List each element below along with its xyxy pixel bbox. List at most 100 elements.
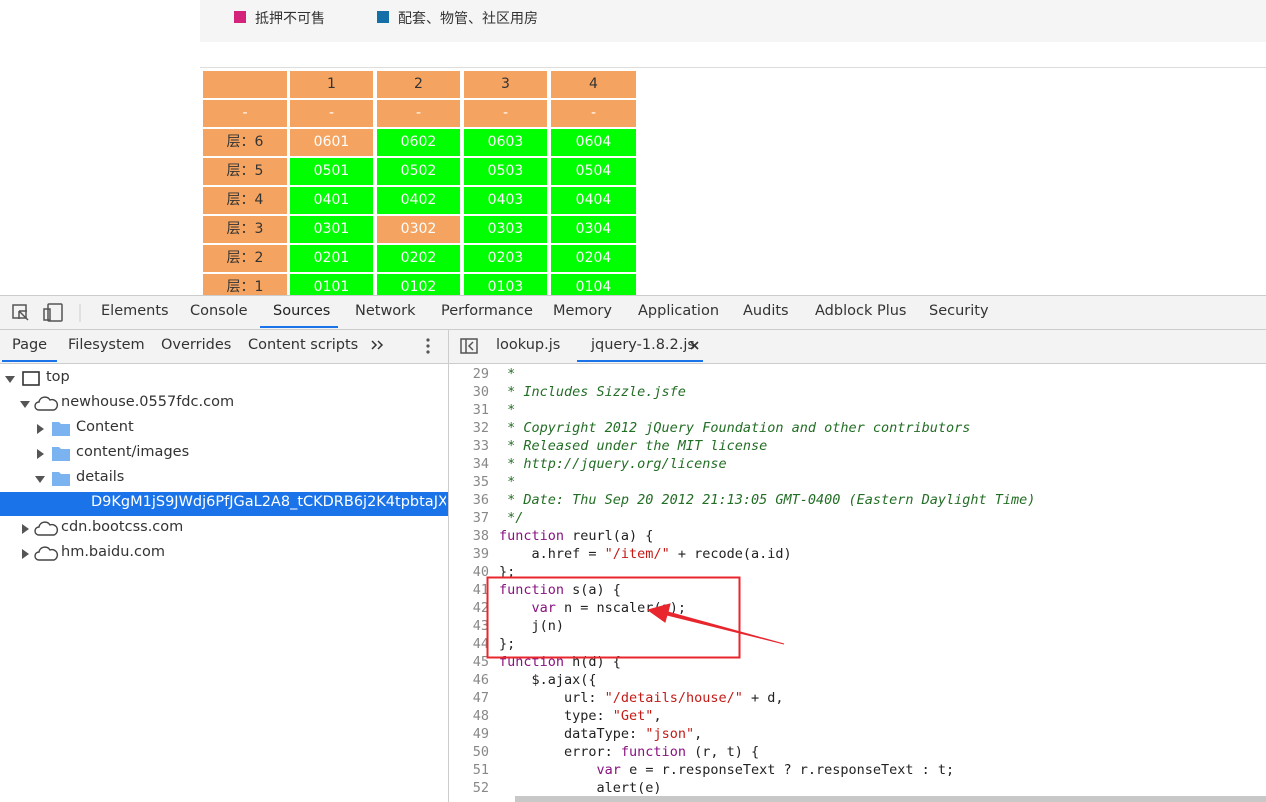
collapse-arrow[interactable]: [22, 549, 29, 559]
navigator-tab[interactable]: Page: [12, 337, 48, 353]
navigator-tab[interactable]: Filesystem: [68, 337, 145, 353]
line-number: 35: [472, 474, 489, 490]
tree-item[interactable]: Content: [76, 419, 134, 435]
file-tab[interactable]: jquery-1.8.2.js: [591, 337, 695, 353]
more-tabs-icon[interactable]: [371, 340, 384, 350]
unit-cell[interactable]: 0303: [464, 216, 547, 243]
line-number: 33: [472, 438, 489, 454]
code-token: reurl(a) {: [564, 528, 654, 544]
code-token: * Copyright 2012 jQuery Foundation and o…: [499, 420, 971, 436]
unit-cell[interactable]: 0402: [377, 187, 460, 214]
unit-cell[interactable]: 0602: [377, 129, 460, 156]
collapse-arrow[interactable]: [22, 524, 29, 534]
tree-item[interactable]: cdn.bootcss.com: [61, 519, 184, 535]
panel-tab[interactable]: Security: [929, 303, 989, 319]
row-label: 层：2: [203, 245, 287, 272]
inspect-icon[interactable]: [12, 304, 29, 321]
code-token: h(d) {: [564, 654, 621, 670]
line-number: 34: [472, 456, 489, 472]
panel-tab[interactable]: Memory: [553, 303, 612, 319]
device-icon[interactable]: [43, 303, 63, 322]
tree-item[interactable]: D9KgM1jS9JWdj6PfJGaL2A8_tCKDRB6j2K4tpbta…: [91, 494, 446, 510]
line-number: 40: [472, 564, 489, 580]
unit-cell[interactable]: 0504: [551, 158, 636, 185]
unit-cell: -: [464, 100, 547, 127]
unit-cell[interactable]: 0401: [290, 187, 373, 214]
unit-cell: -: [551, 100, 636, 127]
folder-icon: [52, 472, 70, 486]
unit-cell[interactable]: 0603: [464, 129, 547, 156]
divider: [200, 67, 1266, 68]
line-number: 41: [472, 582, 489, 598]
tree-item[interactable]: newhouse.0557fdc.com: [61, 394, 235, 410]
collapse-arrow[interactable]: [37, 449, 44, 459]
unit-cell[interactable]: 0502: [377, 158, 460, 185]
panel-tab[interactable]: Network: [355, 303, 416, 319]
unit-cell[interactable]: 0301: [290, 216, 373, 243]
panel-tab[interactable]: Sources: [273, 303, 331, 319]
expand-arrow[interactable]: [20, 401, 30, 408]
code-line: */: [499, 509, 523, 527]
panel-tab[interactable]: Audits: [743, 303, 789, 319]
unit-cell[interactable]: 0201: [290, 245, 373, 272]
expand-arrow[interactable]: [5, 376, 15, 383]
unit-cell[interactable]: 0503: [464, 158, 547, 185]
code-token: var: [596, 762, 621, 778]
close-tab-icon[interactable]: [690, 341, 699, 350]
unit-cell[interactable]: 0604: [551, 129, 636, 156]
code-token: * http://jquery.org/license: [499, 456, 727, 472]
unit-cell[interactable]: 0601: [290, 129, 373, 156]
code-token: * Includes Sizzle.jsfe: [499, 384, 686, 400]
panel-tab[interactable]: Elements: [101, 303, 169, 319]
unit-cell[interactable]: 0302: [377, 216, 460, 243]
tree-item[interactable]: details: [76, 469, 125, 485]
unit-cell[interactable]: 0501: [290, 158, 373, 185]
tree-item[interactable]: top: [46, 369, 70, 385]
code-line: a.href = "/item/" + recode(a.id): [499, 545, 792, 563]
unit-cell[interactable]: 0204: [551, 245, 636, 272]
code-line: j(n): [499, 617, 565, 635]
menu-icon[interactable]: [426, 338, 430, 354]
code-line: dataType: "json",: [499, 725, 702, 743]
panel-tab[interactable]: Adblock Plus: [815, 303, 907, 319]
code-token: };: [499, 636, 516, 652]
pane-divider: [448, 330, 449, 802]
unit-cell[interactable]: 0202: [377, 245, 460, 272]
navigator-tab[interactable]: Content scripts: [248, 337, 359, 353]
code-token: *: [499, 474, 516, 490]
code-line: *: [499, 401, 515, 419]
code-line: *: [499, 365, 515, 383]
row-label: 层：6: [203, 129, 287, 156]
unit-cell: -: [377, 100, 460, 127]
panel-tab[interactable]: Application: [638, 303, 720, 319]
code-line: var e = r.responseText ? r.responseText …: [499, 761, 955, 779]
collapse-arrow[interactable]: [37, 424, 44, 434]
code-token: function: [499, 582, 565, 598]
legend-swatch: [234, 11, 246, 23]
code-line: * Released under the MIT license: [499, 437, 767, 455]
unit-cell[interactable]: 0404: [551, 187, 636, 214]
panel-tab[interactable]: Performance: [441, 303, 533, 319]
code-line: var n = nscaler(a);: [499, 599, 686, 617]
file-tab[interactable]: lookup.js: [496, 337, 561, 353]
tree-item[interactable]: hm.baidu.com: [61, 544, 166, 560]
toggle-navigator-icon[interactable]: [460, 338, 478, 354]
tree-item[interactable]: content/images: [76, 444, 190, 460]
code-token: *: [499, 402, 516, 418]
active-tab-indicator: [260, 326, 338, 328]
code-line: error: function (r, t) {: [499, 743, 759, 761]
legend-label: 抵押不可售: [255, 11, 325, 27]
column-header: 3: [464, 71, 547, 98]
code-line: * http://jquery.org/license: [499, 455, 727, 473]
unit-cell[interactable]: 0304: [551, 216, 636, 243]
unit-cell[interactable]: 0403: [464, 187, 547, 214]
line-number: 44: [472, 636, 489, 652]
code-token: function: [499, 528, 565, 544]
expand-arrow[interactable]: [35, 476, 45, 483]
line-number: 30: [472, 384, 489, 400]
navigator-tab[interactable]: Overrides: [161, 337, 232, 353]
panel-tab[interactable]: Console: [190, 303, 248, 319]
unit-cell[interactable]: 0203: [464, 245, 547, 272]
